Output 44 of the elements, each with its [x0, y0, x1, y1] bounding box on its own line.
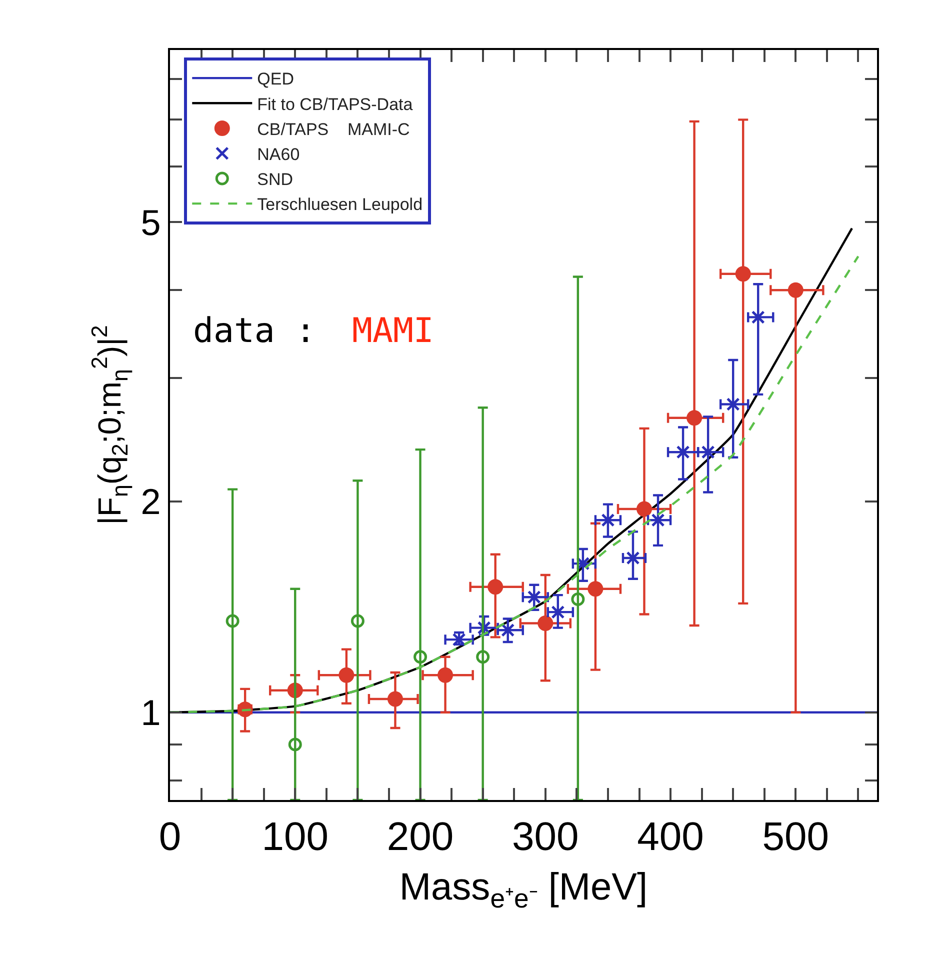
legend-label: NA60	[257, 144, 300, 164]
point	[288, 738, 302, 752]
point	[538, 615, 554, 631]
point	[788, 282, 804, 298]
point	[438, 667, 454, 683]
legend-label: SND	[257, 170, 294, 190]
legend-label: Fit to CB/TAPS-Data	[257, 94, 414, 114]
point	[735, 266, 751, 282]
legend-label: Terschluesen Leupold	[257, 195, 423, 214]
point	[414, 650, 428, 664]
point	[527, 590, 541, 604]
point	[571, 592, 585, 606]
point	[226, 614, 240, 628]
point	[726, 398, 740, 412]
point	[350, 614, 364, 628]
point	[751, 310, 765, 324]
x-tick-label: 300	[512, 815, 579, 859]
point	[588, 581, 604, 597]
x-tick-label: 100	[262, 815, 329, 859]
x-tick-label: 400	[637, 815, 704, 859]
point	[551, 605, 565, 619]
point	[651, 513, 665, 527]
point	[626, 551, 640, 565]
legend-label: QED	[257, 70, 294, 89]
point	[686, 410, 702, 426]
y-tick-label: 1	[140, 692, 161, 733]
x-tick-label: 200	[386, 815, 454, 859]
y-tick-label: 5	[140, 202, 161, 243]
annotation: data :	[193, 311, 316, 351]
x-axis-title: Mass$_{e⁺e⁻}$ [MeV]	[399, 866, 648, 914]
annotation: MAMI	[352, 311, 434, 351]
point	[601, 513, 615, 527]
point	[701, 445, 715, 459]
point	[676, 445, 690, 459]
legend-label: CB/TAPS MAMI-C	[257, 120, 410, 139]
point	[476, 650, 490, 664]
point	[501, 623, 515, 637]
x-tick-label: 0	[158, 815, 182, 859]
point	[387, 691, 403, 707]
x-tick-label: 500	[762, 815, 830, 859]
point	[636, 501, 652, 517]
point	[488, 579, 504, 595]
y-tick-label: 2	[140, 480, 161, 522]
point	[338, 667, 354, 683]
